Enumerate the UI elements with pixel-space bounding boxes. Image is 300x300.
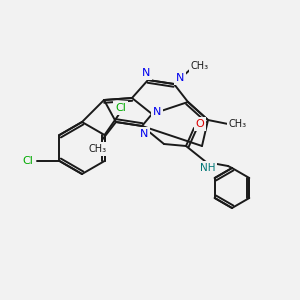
Text: CH₃: CH₃ [229, 119, 247, 129]
Text: CH₃: CH₃ [191, 61, 209, 71]
Text: N: N [153, 107, 161, 117]
Text: Cl: Cl [115, 103, 126, 113]
Text: O: O [196, 119, 204, 129]
Text: N: N [142, 68, 150, 78]
Text: Cl: Cl [22, 156, 33, 166]
Text: NH: NH [200, 163, 216, 173]
Text: N: N [176, 73, 184, 83]
Text: N: N [140, 129, 148, 139]
Text: CH₃: CH₃ [89, 144, 107, 154]
